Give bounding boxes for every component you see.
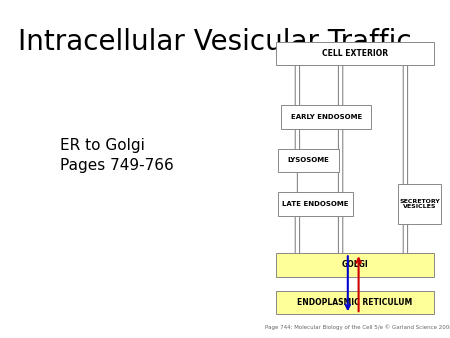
FancyBboxPatch shape [276,253,434,276]
FancyBboxPatch shape [278,192,353,216]
FancyBboxPatch shape [281,105,371,128]
Text: GOLGI: GOLGI [342,260,369,269]
Text: Pages 749-766: Pages 749-766 [60,158,174,173]
FancyBboxPatch shape [278,149,339,172]
Text: Page 744: Molecular Biology of the Cell 5/e © Garland Science 2008: Page 744: Molecular Biology of the Cell … [265,324,450,330]
Text: LYSOSOME: LYSOSOME [287,158,329,164]
Text: SECRETORY
VESICLES: SECRETORY VESICLES [399,199,440,210]
Text: CELL EXTERIOR: CELL EXTERIOR [322,49,388,58]
Text: EARLY ENDOSOME: EARLY ENDOSOME [291,114,362,120]
FancyBboxPatch shape [398,184,441,224]
FancyBboxPatch shape [276,291,434,314]
Text: ER to Golgi: ER to Golgi [60,138,145,153]
Text: LATE ENDOSOME: LATE ENDOSOME [282,201,349,207]
FancyBboxPatch shape [276,42,434,65]
Text: ENDOPLASMIC RETICULUM: ENDOPLASMIC RETICULUM [297,298,413,307]
Text: Intracellular Vesicular Traffic: Intracellular Vesicular Traffic [18,28,412,56]
